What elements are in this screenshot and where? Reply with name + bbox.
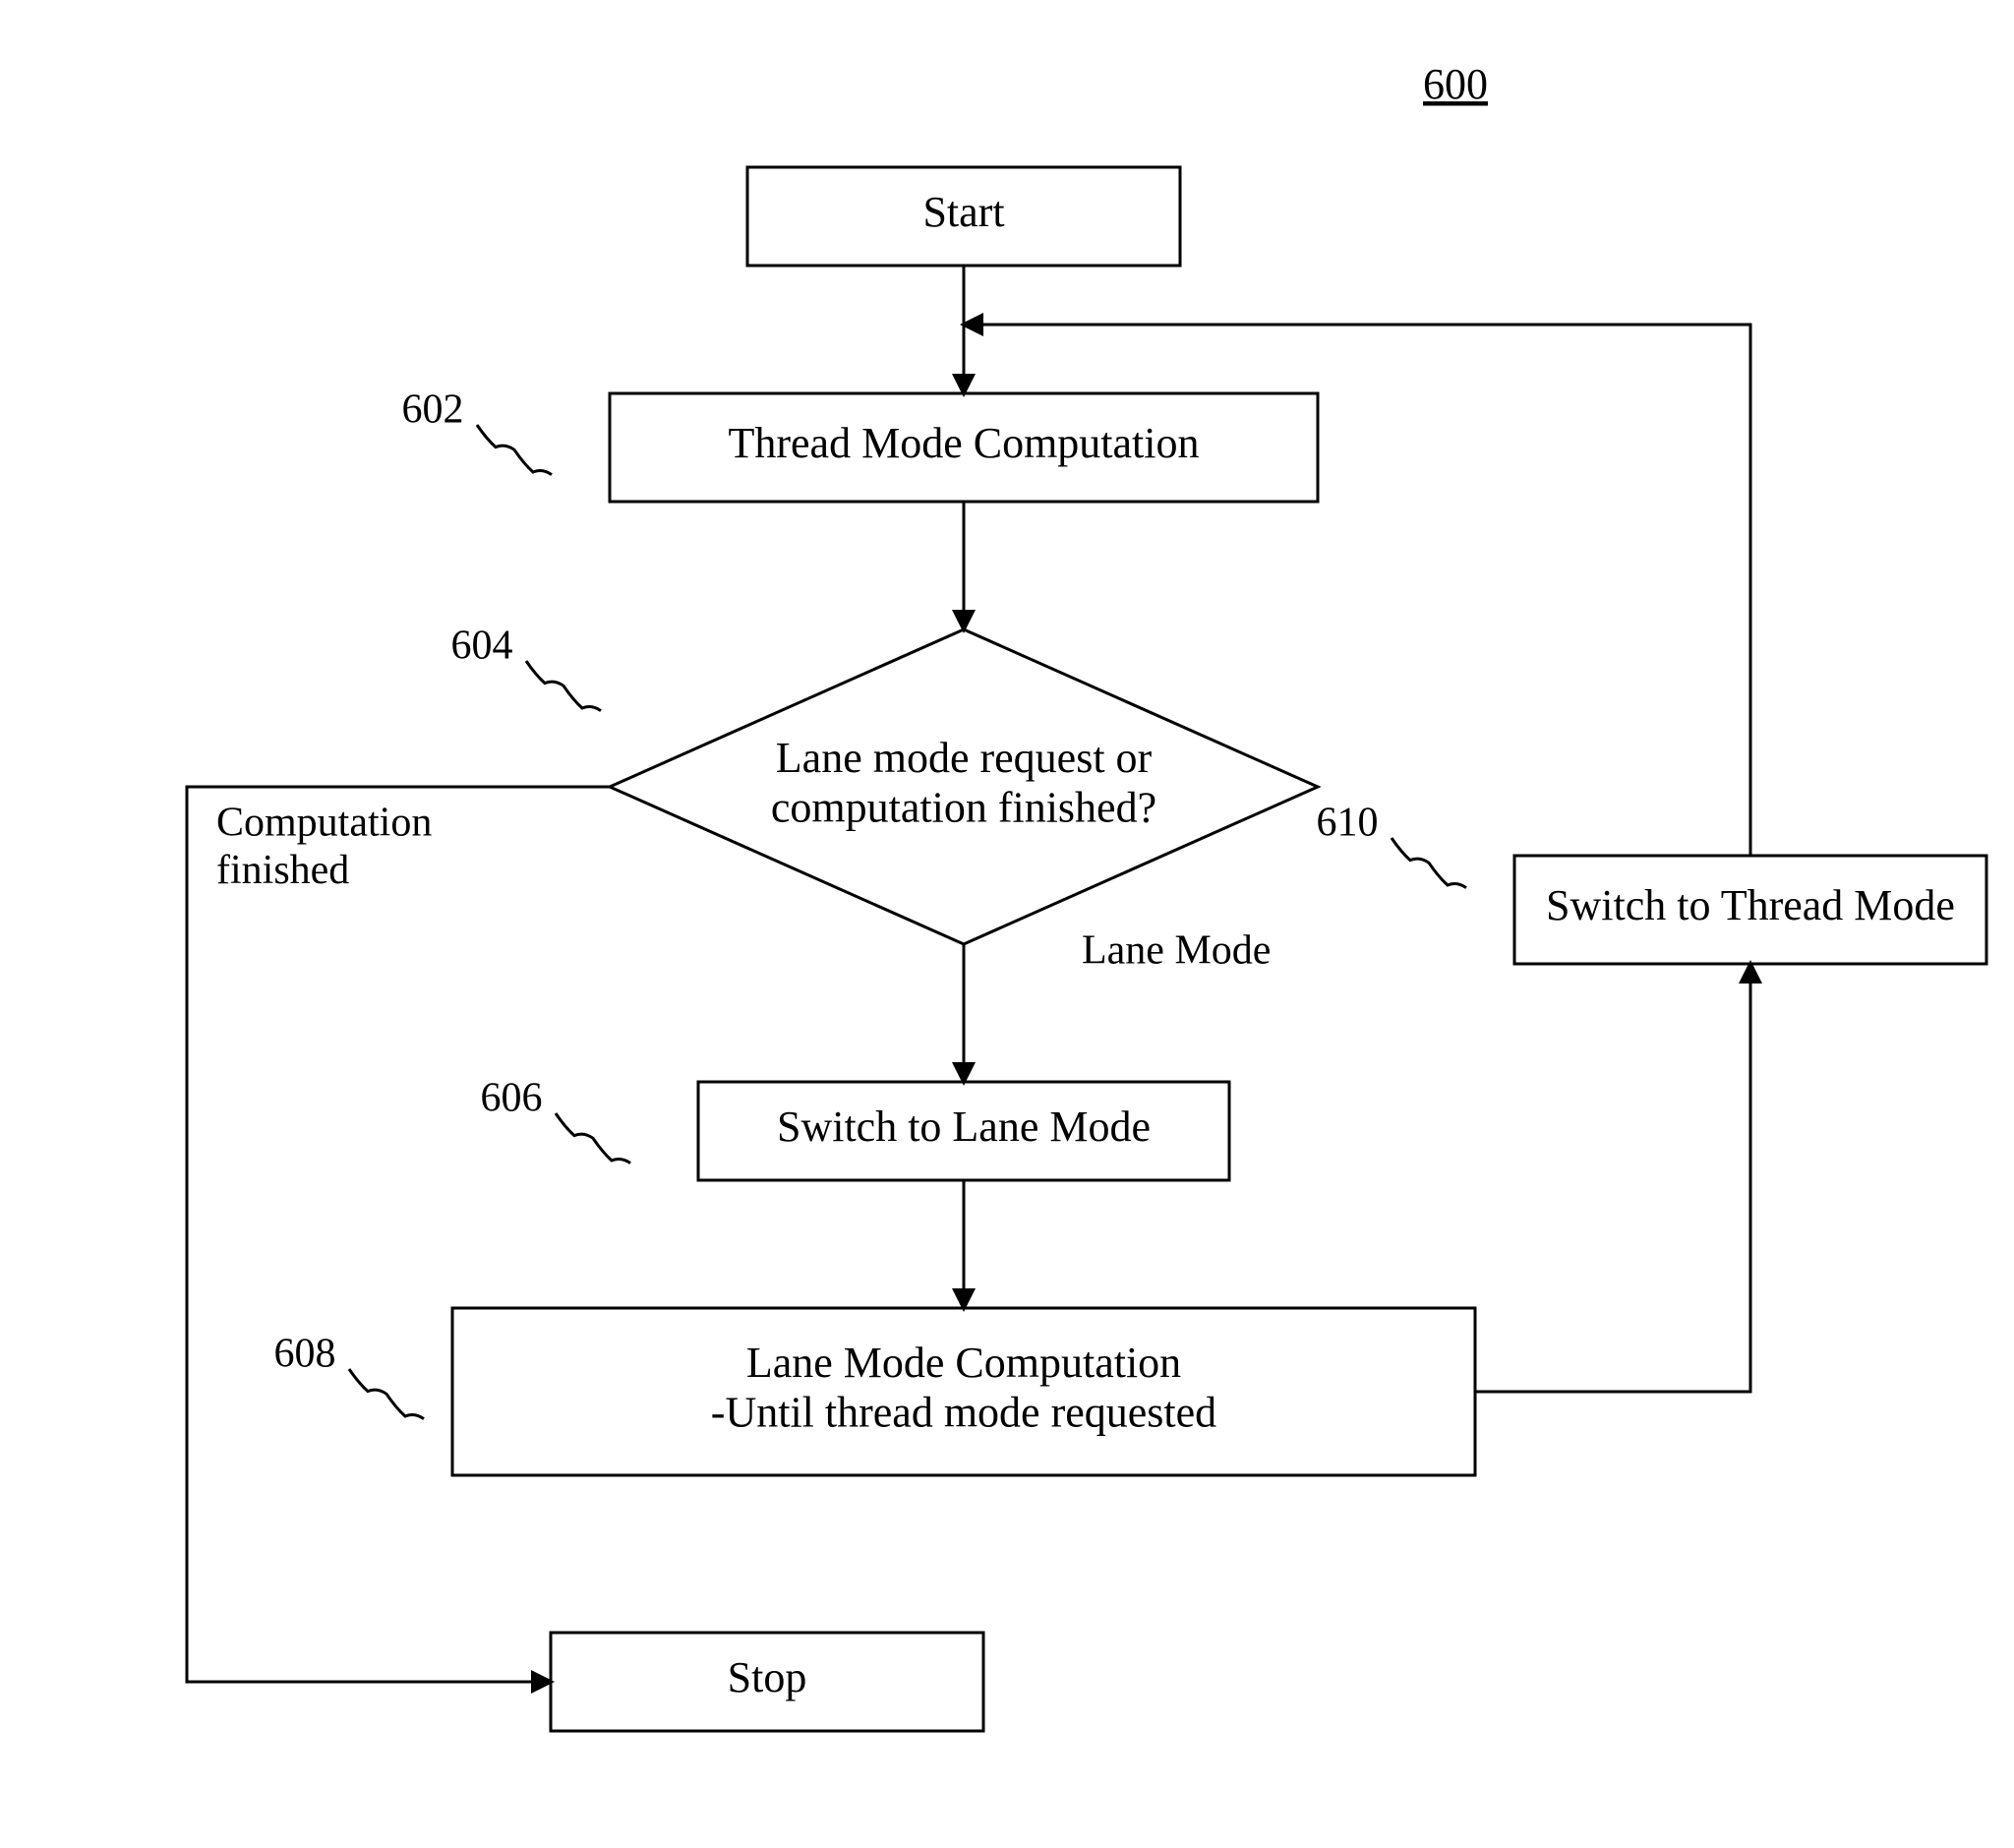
svg-text:Start: Start [922,188,1004,236]
svg-text:Thread Mode Computation: Thread Mode Computation [728,419,1199,467]
svg-text:finished: finished [216,848,349,893]
svg-text:Lane Mode Computation: Lane Mode Computation [746,1339,1181,1387]
svg-text:608: 608 [274,1332,336,1377]
svg-text:Computation: Computation [216,801,432,846]
svg-text:610: 610 [1317,801,1379,846]
svg-text:604: 604 [451,624,513,669]
svg-text:Lane mode request or: Lane mode request or [776,734,1153,782]
svg-text:Switch to Lane Mode: Switch to Lane Mode [777,1103,1151,1151]
svg-text:-Until thread mode requested: -Until thread mode requested [711,1388,1216,1436]
svg-text:600: 600 [1423,60,1488,108]
svg-text:606: 606 [481,1076,543,1121]
svg-text:Stop: Stop [728,1653,807,1701]
svg-text:602: 602 [402,387,464,433]
svg-text:computation finished?: computation finished? [771,783,1156,831]
svg-text:Switch to Thread Mode: Switch to Thread Mode [1546,881,1955,929]
svg-text:Lane Mode: Lane Mode [1082,928,1271,974]
flowchart-600: 600 Start Thread Mode Computation 602 Lane m… [0,0,2014,1848]
